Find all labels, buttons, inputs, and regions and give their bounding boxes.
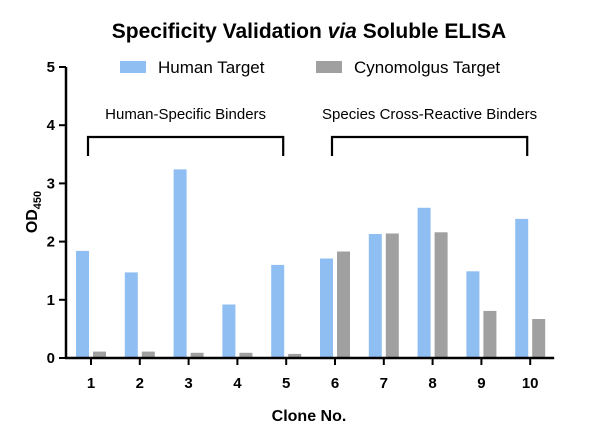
legend-label-human: Human Target xyxy=(158,58,265,77)
bar-human-4 xyxy=(222,304,236,358)
bar-cyno-6 xyxy=(337,251,350,358)
bar-human-6 xyxy=(320,258,333,358)
x-axis-label: Clone No. xyxy=(272,408,347,425)
group-label-2: Species Cross-Reactive Binders xyxy=(322,106,537,123)
x-tick-label: 8 xyxy=(428,375,436,392)
x-tick-label: 4 xyxy=(233,375,242,392)
bar-cyno-1 xyxy=(93,351,106,358)
bar-human-8 xyxy=(417,207,431,358)
x-tick-label: 2 xyxy=(136,375,144,392)
legend-swatch-human xyxy=(120,61,146,73)
bar-cyno-8 xyxy=(434,232,448,358)
bar-human-5 xyxy=(271,264,285,358)
group-bracket-1 xyxy=(86,135,285,156)
bar-human-1 xyxy=(76,250,89,358)
chart-title: Specificity Validation via Soluble ELISA xyxy=(112,20,506,43)
x-tick-label: 9 xyxy=(477,375,485,392)
plot-area: 0 1 2 3 4 5 1 2 3 4 5 6 7 8 9 10 Human Target Cynomolgus … xyxy=(47,58,555,392)
bar-cyno-10 xyxy=(532,319,546,358)
bar-human-3 xyxy=(173,169,187,358)
bar-human-2 xyxy=(124,272,138,358)
bar-human-9 xyxy=(466,271,480,358)
y-tick-label: 1 xyxy=(47,292,55,309)
bar-cyno-7 xyxy=(385,233,399,358)
y-tick-label: 4 xyxy=(47,117,56,134)
x-tick-label: 5 xyxy=(282,375,290,392)
bar-cyno-5 xyxy=(288,353,302,358)
group-bracket-2 xyxy=(330,135,529,156)
y-tick-label: 2 xyxy=(47,234,55,251)
bar-cyno-3 xyxy=(190,352,204,358)
svg-text:OD450: OD450 xyxy=(24,191,44,233)
group-label-1: Human-Specific Binders xyxy=(105,106,266,123)
y-tick-label: 0 xyxy=(47,350,55,367)
bar-cyno-9 xyxy=(483,310,497,358)
bar-human-7 xyxy=(368,234,382,358)
x-tick-label: 1 xyxy=(87,375,95,392)
bar-cyno-2 xyxy=(141,351,155,358)
x-tick-label: 3 xyxy=(184,375,192,392)
legend-label-cyno: Cynomolgus Target xyxy=(354,58,500,77)
y-tick-label: 5 xyxy=(47,59,55,76)
legend-swatch-cyno xyxy=(316,61,342,73)
x-tick-label: 6 xyxy=(331,375,339,392)
bar-cyno-4 xyxy=(239,352,253,358)
y-axis-label: OD450 xyxy=(24,191,44,233)
y-tick-label: 3 xyxy=(47,175,55,192)
bar-human-10 xyxy=(515,218,529,358)
x-tick-label: 10 xyxy=(522,375,539,392)
x-tick-label: 7 xyxy=(380,375,388,392)
